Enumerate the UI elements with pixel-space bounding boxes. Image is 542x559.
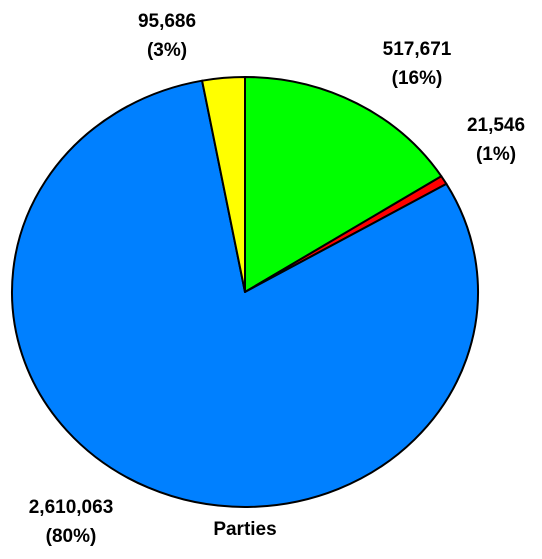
slice-value-label-3: 2,610,063 bbox=[29, 497, 114, 518]
slice-percent-label-1: (16%) bbox=[392, 68, 443, 89]
slice-value-label-4: 95,686 bbox=[138, 11, 196, 32]
slice-percent-label-2: (1%) bbox=[476, 144, 516, 165]
slice-labels: 517,671 (16%) 21,546 (1%) 2,610,063 (80%) 95,6… bbox=[29, 11, 525, 547]
category-label: Parties bbox=[213, 519, 276, 540]
pie-slices bbox=[11, 76, 479, 508]
slice-value-label-2: 21,546 bbox=[467, 115, 525, 136]
slice-percent-label-3: (80%) bbox=[46, 526, 97, 547]
pie-slice-4 bbox=[201, 76, 246, 293]
pie-slice-1 bbox=[244, 76, 443, 293]
slice-value-label-1: 517,671 bbox=[383, 39, 452, 60]
slice-percent-label-4: (3%) bbox=[147, 40, 187, 61]
pie-slice-3 bbox=[11, 79, 479, 508]
